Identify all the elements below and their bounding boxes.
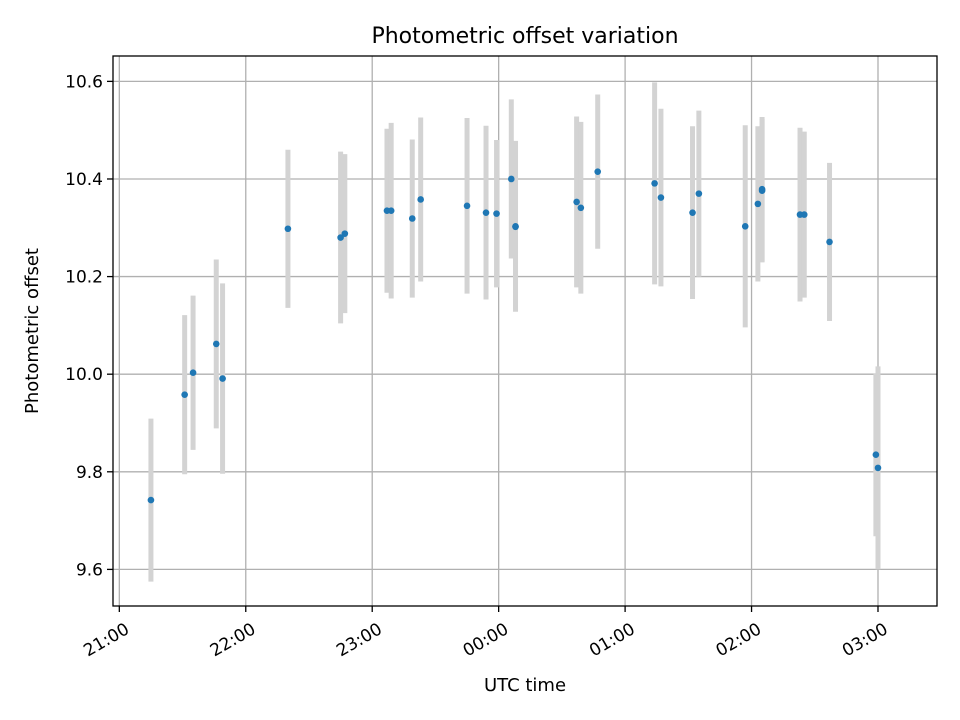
data-point bbox=[147, 496, 155, 504]
data-point bbox=[657, 194, 665, 201]
data-point bbox=[417, 196, 424, 203]
data-point bbox=[754, 200, 762, 208]
data-point bbox=[493, 210, 500, 217]
data-point bbox=[758, 185, 766, 193]
data-point bbox=[482, 209, 490, 216]
data-point bbox=[573, 198, 580, 206]
data-point bbox=[212, 340, 220, 348]
data-point bbox=[181, 391, 188, 398]
y-tick-label: 10.2 bbox=[65, 268, 103, 288]
x-ticks: 21:00 22:00 23:00 00:00 01:00 02:00 03:00 bbox=[80, 606, 891, 661]
x-axis-label: UTC time bbox=[484, 675, 566, 696]
x-tick-label: 02:00 bbox=[713, 619, 765, 661]
x-tick-label: 00:00 bbox=[460, 619, 512, 661]
y-axis-label: Photometric offset bbox=[22, 248, 43, 414]
y-tick-label: 9.6 bbox=[76, 560, 103, 580]
chart-title: Photometric offset variation bbox=[371, 24, 678, 49]
data-point bbox=[800, 211, 808, 218]
y-tick-label: 9.8 bbox=[76, 463, 103, 483]
grid bbox=[113, 56, 937, 606]
x-tick-label: 03:00 bbox=[839, 619, 891, 661]
data-point bbox=[695, 190, 703, 197]
data-points bbox=[147, 168, 882, 504]
plot-frame bbox=[112, 55, 938, 607]
data-point bbox=[284, 225, 292, 233]
x-tick-label: 23:00 bbox=[333, 619, 385, 661]
data-point bbox=[408, 215, 416, 222]
data-point bbox=[872, 451, 880, 459]
data-point bbox=[337, 234, 344, 241]
x-tick-label: 22:00 bbox=[207, 619, 259, 661]
error-bars bbox=[148, 82, 881, 582]
x-tick-label: 01:00 bbox=[586, 619, 638, 661]
y-ticks: 9.6 9.8 10.0 10.2 10.4 10.6 bbox=[65, 72, 113, 580]
data-point bbox=[741, 223, 749, 230]
y-tick-label: 10.6 bbox=[65, 72, 103, 92]
data-point bbox=[341, 230, 349, 237]
y-tick-label: 10.4 bbox=[65, 170, 103, 190]
data-point bbox=[219, 375, 226, 382]
data-point bbox=[508, 175, 515, 183]
data-point bbox=[463, 202, 471, 210]
data-point bbox=[594, 168, 602, 175]
data-point bbox=[577, 204, 585, 212]
y-tick-label: 10.0 bbox=[65, 365, 103, 385]
data-point bbox=[874, 464, 882, 472]
data-point bbox=[189, 369, 197, 377]
data-point bbox=[512, 223, 519, 231]
x-tick-label: 21:00 bbox=[80, 619, 132, 661]
data-point bbox=[689, 209, 696, 216]
data-point bbox=[826, 238, 833, 246]
data-point bbox=[651, 180, 658, 187]
data-point bbox=[387, 207, 395, 215]
